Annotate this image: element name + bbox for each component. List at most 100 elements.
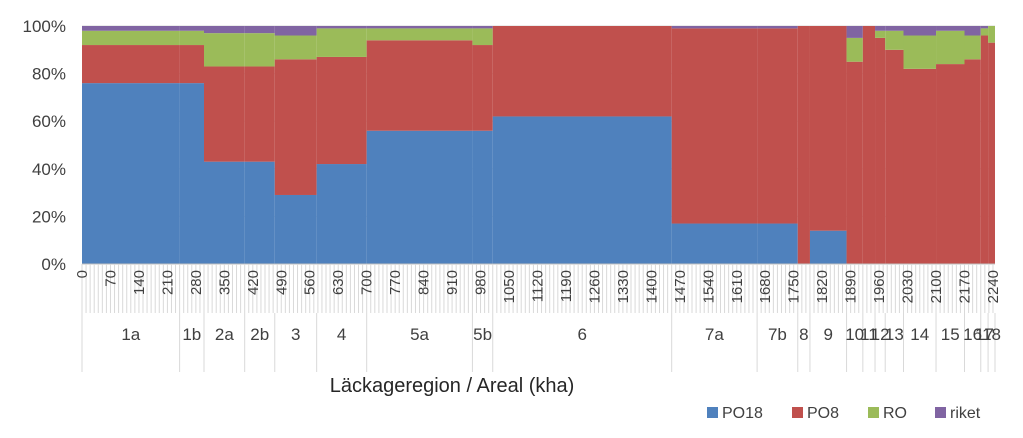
x-axis-title: Läckageregion / Areal (kha)	[330, 375, 575, 397]
y-axis-labels: 0% 20% 40% 60% 80% 100%	[23, 17, 66, 274]
x-tick-label: 0	[74, 270, 91, 278]
bar-segment-ro-18	[988, 26, 995, 43]
region-label-13: 13	[885, 325, 904, 344]
bar-segment-po18-7a	[672, 224, 757, 264]
region-label-9: 9	[824, 325, 833, 344]
bar-segment-po8-9	[810, 26, 847, 231]
y-tick-label: 0%	[41, 255, 66, 274]
bar-segment-riket-12	[875, 26, 885, 31]
region-label-18: 18	[982, 325, 1001, 344]
region-label-8: 8	[799, 325, 808, 344]
region-label-6: 6	[577, 325, 586, 344]
legend: PO18 PO8 RO riket	[707, 405, 981, 422]
x-tick-label: 980	[473, 270, 490, 295]
bar-segment-po18-9	[810, 231, 847, 264]
region-label-2b: 2b	[250, 325, 269, 344]
bar-segment-po8-2a	[204, 66, 245, 161]
x-tick-label: 1470	[672, 270, 689, 303]
y-tick-label: 100%	[23, 17, 66, 36]
bar-segment-po8-17	[981, 36, 988, 264]
bar-segment-po8-5a	[367, 40, 473, 130]
x-tick-label: 420	[245, 270, 262, 295]
x-tick-label: 1680	[757, 270, 774, 303]
plot-area	[82, 26, 995, 264]
x-tick-label: 630	[330, 270, 347, 295]
region-label-5a: 5a	[410, 325, 429, 344]
bar-segment-po18-1b	[180, 83, 204, 264]
bar-segment-ro-2b	[245, 33, 275, 66]
bar-segment-po18-5a	[367, 131, 473, 264]
bar-segment-po8-1a	[82, 45, 180, 83]
region-label-14: 14	[910, 325, 929, 344]
x-tick-label: 1050	[501, 270, 518, 303]
x-tick-label: 140	[131, 270, 148, 295]
legend-label-riket: riket	[950, 405, 981, 422]
x-tick-label: 1610	[729, 270, 746, 303]
x-tick-label: 70	[102, 270, 119, 287]
x-tick-label: 2100	[928, 270, 945, 303]
legend-swatch-po18	[707, 407, 718, 418]
x-tick-label: 2240	[985, 270, 1002, 303]
region-label-15: 15	[941, 325, 960, 344]
legend-swatch-po8	[792, 407, 803, 418]
bar-segment-po8-7b	[757, 28, 798, 223]
bar-segment-ro-2a	[204, 33, 245, 66]
bar-segment-po18-1a	[82, 83, 180, 264]
bar-segment-po8-3	[275, 59, 317, 195]
bar-segment-ro-13	[885, 31, 903, 50]
x-tick-label: 910	[444, 270, 461, 295]
bar-segment-ro-12	[875, 31, 885, 38]
x-tick-label: 490	[273, 270, 290, 295]
bar-segment-po18-2b	[245, 162, 275, 264]
region-label-5b: 5b	[473, 325, 492, 344]
y-tick-label: 80%	[32, 65, 66, 84]
bar-segment-po8-14	[903, 69, 936, 264]
x-tick-label: 1260	[586, 270, 603, 303]
region-label-4: 4	[337, 325, 346, 344]
x-axis: 0 70 140 210 280 350 420 490 560 630 700 770 840 910 9…	[74, 264, 1002, 313]
region-label-1a: 1a	[121, 325, 140, 344]
bar-segment-riket-7b	[757, 26, 798, 28]
region-label-3: 3	[291, 325, 300, 344]
bar-segment-po18-7b	[757, 224, 798, 264]
x-tick-label: 210	[159, 270, 176, 295]
bar-segment-po18-4	[317, 164, 367, 264]
bar-segment-po8-12	[875, 38, 885, 264]
legend-label-po18: PO18	[722, 405, 763, 422]
bar-segment-riket-15	[936, 26, 964, 31]
y-tick-label: 40%	[32, 160, 66, 179]
bar-segment-ro-4	[317, 28, 367, 57]
bar-segment-riket-14	[903, 26, 936, 36]
x-tick-label: 280	[188, 270, 205, 295]
bar-segment-po8-1b	[180, 45, 204, 83]
bar-segment-riket-5b	[472, 26, 492, 28]
bar-segment-ro-17	[981, 28, 988, 35]
x-tick-label: 1120	[529, 270, 546, 302]
bar-segment-riket-1b	[180, 26, 204, 31]
bar-segment-po8-6	[493, 26, 672, 116]
bar-segment-ro-5a	[367, 28, 473, 40]
bar-segment-ro-10	[847, 38, 863, 62]
bar-segment-riket-17	[981, 26, 988, 28]
bar-segment-po8-15	[936, 64, 964, 264]
x-tick-label: 1330	[615, 270, 632, 303]
x-tick-label: 1750	[786, 270, 803, 303]
legend-swatch-ro	[868, 407, 879, 418]
bar-segment-ro-14	[903, 36, 936, 69]
bar-segment-po18-6	[493, 116, 672, 264]
x-tick-label: 2030	[900, 270, 917, 303]
y-tick-label: 20%	[32, 207, 66, 226]
bar-segment-riket-16	[964, 26, 980, 36]
bar-segment-po8-5b	[472, 45, 492, 131]
y-tick-label: 60%	[32, 112, 66, 131]
bar-segment-riket-10	[847, 26, 863, 38]
x-tick-label: 1540	[700, 270, 717, 303]
bar-segment-po8-11	[863, 26, 875, 264]
bar-segment-riket-2b	[245, 26, 275, 33]
x-tick-label: 560	[302, 270, 319, 295]
bar-segment-ro-1a	[82, 31, 180, 45]
bar-segment-ro-15	[936, 31, 964, 64]
bar-segment-po8-10	[847, 62, 863, 264]
bar-segment-ro-16	[964, 36, 980, 60]
bar-segment-po18-5b	[472, 131, 492, 264]
